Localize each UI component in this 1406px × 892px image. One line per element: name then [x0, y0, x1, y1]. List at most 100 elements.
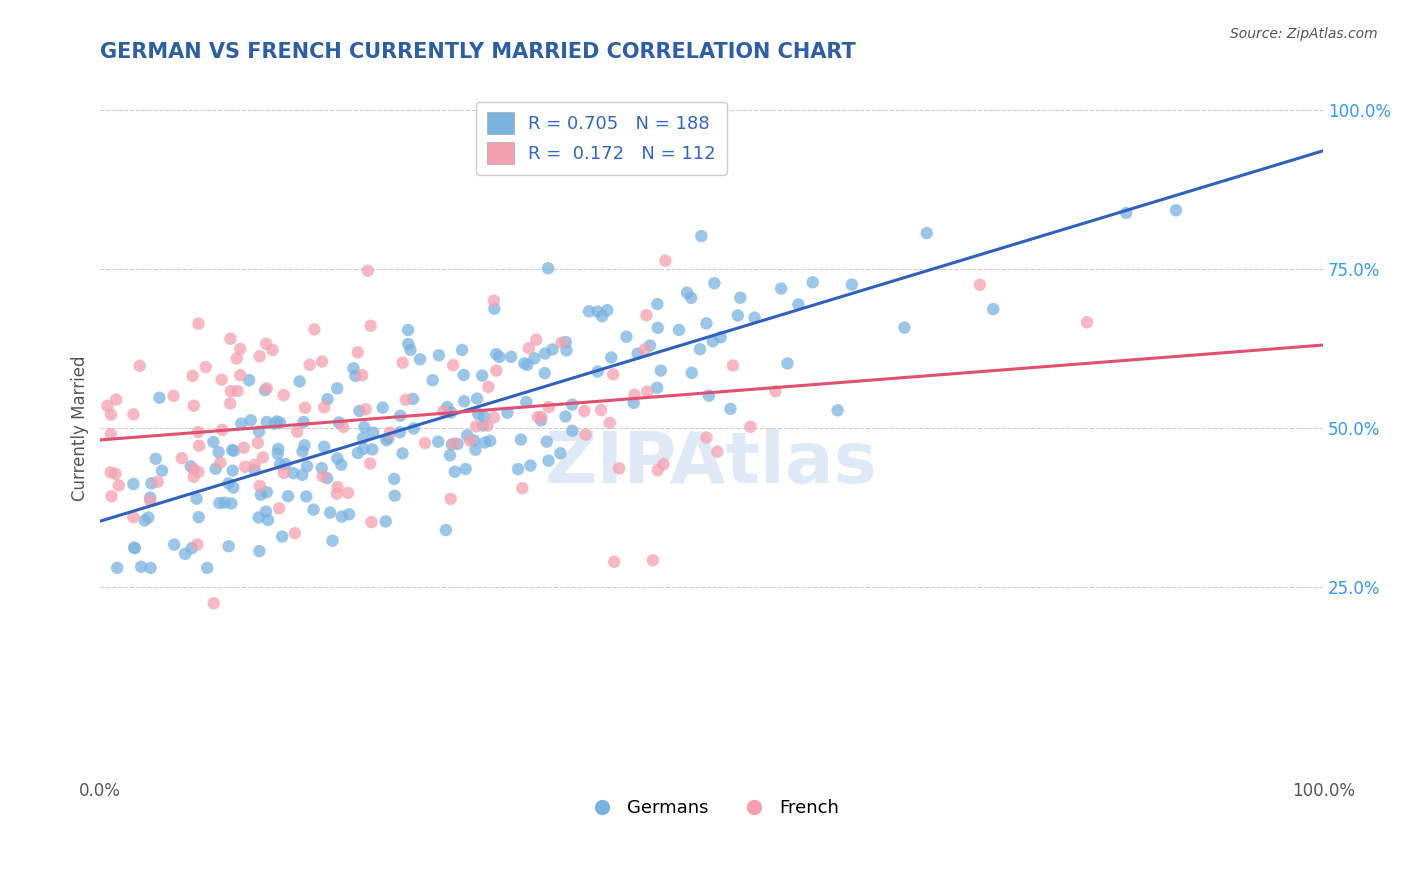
Point — [554, 409, 576, 424]
Point — [326, 381, 349, 395]
Point — [256, 485, 278, 500]
Point — [221, 443, 243, 458]
Point — [262, 343, 284, 357]
Point — [221, 464, 243, 478]
Point — [589, 403, 612, 417]
Point — [496, 406, 519, 420]
Point — [472, 409, 495, 424]
Point — [516, 358, 538, 372]
Point — [443, 436, 465, 450]
Point — [1115, 206, 1137, 220]
Point — [361, 425, 384, 440]
Point — [96, 399, 118, 413]
Point — [654, 253, 676, 268]
Point — [124, 541, 146, 556]
Point — [427, 434, 450, 449]
Point — [574, 427, 596, 442]
Point — [263, 417, 285, 431]
Point — [436, 400, 458, 414]
Point — [180, 459, 202, 474]
Point — [463, 434, 485, 448]
Point — [537, 400, 560, 414]
Point — [706, 444, 728, 458]
Point — [202, 434, 225, 449]
Point — [222, 480, 245, 494]
Point — [453, 394, 475, 409]
Point — [250, 488, 273, 502]
Point — [292, 415, 315, 429]
Point — [602, 368, 624, 382]
Point — [517, 341, 540, 355]
Point — [187, 465, 209, 479]
Point — [636, 384, 658, 399]
Point — [222, 443, 245, 458]
Point — [427, 348, 450, 362]
Point — [537, 453, 560, 467]
Point — [391, 446, 413, 460]
Point — [744, 310, 766, 325]
Point — [100, 489, 122, 503]
Point — [607, 461, 630, 475]
Point — [186, 537, 208, 551]
Point — [456, 428, 478, 442]
Point — [229, 342, 252, 356]
Point — [128, 359, 150, 373]
Point — [599, 416, 621, 430]
Point — [105, 561, 128, 575]
Point — [541, 343, 564, 357]
Point — [402, 392, 425, 406]
Point — [787, 297, 810, 311]
Point — [702, 334, 724, 349]
Point — [561, 398, 583, 412]
Point — [247, 425, 270, 439]
Point — [689, 343, 711, 357]
Point — [183, 470, 205, 484]
Point — [330, 509, 353, 524]
Point — [285, 425, 308, 439]
Point — [647, 321, 669, 335]
Point — [204, 461, 226, 475]
Point — [1076, 315, 1098, 329]
Point — [186, 491, 208, 506]
Point — [353, 442, 375, 456]
Point — [440, 405, 463, 419]
Point — [484, 301, 506, 316]
Point — [337, 486, 360, 500]
Point — [219, 384, 242, 398]
Point — [342, 361, 364, 376]
Point — [439, 448, 461, 462]
Point — [527, 410, 550, 425]
Point — [266, 414, 288, 428]
Point — [440, 491, 463, 506]
Point — [727, 309, 749, 323]
Point — [382, 472, 405, 486]
Point — [537, 261, 560, 276]
Point — [291, 444, 314, 458]
Point — [269, 457, 291, 471]
Point — [347, 446, 370, 460]
Y-axis label: Currently Married: Currently Married — [72, 355, 89, 500]
Point — [776, 356, 799, 370]
Point — [893, 320, 915, 334]
Point — [211, 423, 233, 437]
Point — [148, 391, 170, 405]
Point — [288, 375, 311, 389]
Point — [283, 466, 305, 480]
Point — [209, 456, 232, 470]
Point — [312, 469, 335, 483]
Point — [352, 368, 374, 383]
Point — [247, 510, 270, 524]
Point — [100, 427, 122, 442]
Point — [451, 343, 474, 357]
Point — [256, 381, 278, 395]
Point — [353, 420, 375, 434]
Point — [360, 515, 382, 529]
Point — [434, 523, 457, 537]
Point — [465, 419, 488, 434]
Point — [413, 436, 436, 450]
Point — [485, 363, 508, 377]
Point — [326, 480, 349, 494]
Point — [647, 463, 669, 477]
Point — [720, 401, 742, 416]
Point — [530, 413, 553, 427]
